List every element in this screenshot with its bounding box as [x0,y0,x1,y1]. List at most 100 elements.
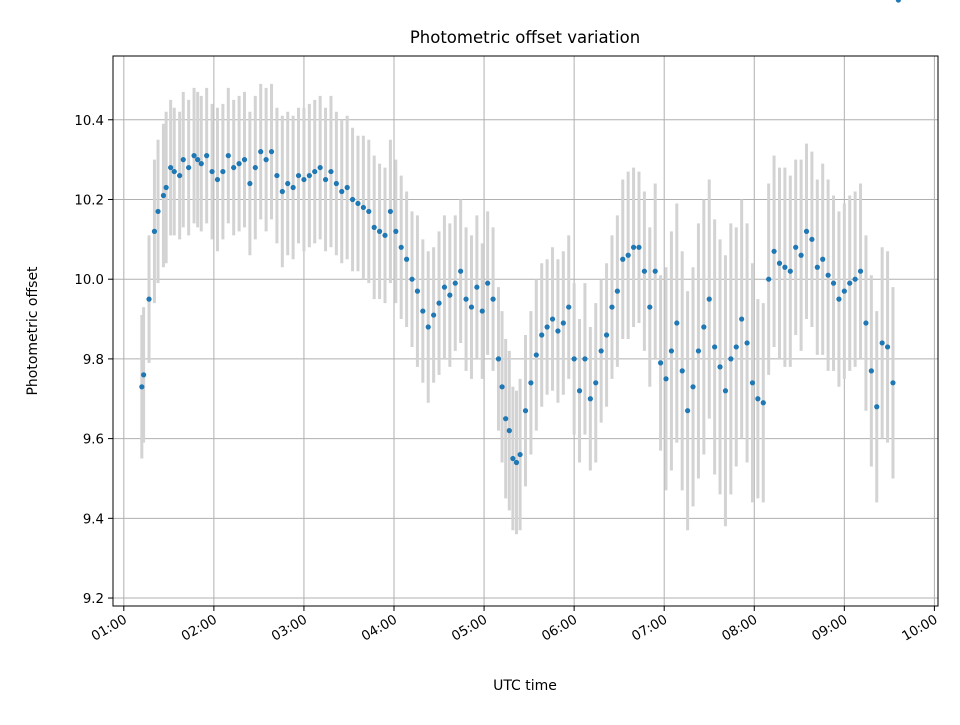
data-point [695,348,702,354]
data-point [614,288,620,294]
data-point [279,188,285,195]
y-axis-label: Photometric offset [25,266,41,396]
data-point [793,244,799,250]
data-point [241,157,248,163]
data-point [733,344,739,350]
data-point [513,459,520,466]
y-tick-label: 10.4 [74,114,104,129]
data-point [220,168,226,175]
data-point [214,176,221,183]
data-point [814,264,820,270]
data-point [495,356,502,362]
data-point [884,344,891,350]
data-point [186,164,192,171]
data-point [809,236,815,242]
data-point [177,172,183,179]
data-point [285,180,291,187]
data-point [868,368,874,374]
data-point [479,308,485,314]
data-point [258,149,264,155]
data-point [139,384,145,390]
data-point [360,204,366,211]
y-tick-label: 10.2 [74,193,104,208]
data-point [312,168,318,175]
data-point [798,252,804,258]
data-point [620,256,626,262]
data-point [647,304,653,310]
data-point [180,157,186,163]
data-point [879,340,885,346]
data-point [268,149,275,155]
data-point [474,284,480,290]
data-point [420,308,426,314]
data-point [490,296,496,302]
data-point [712,344,718,350]
data-point [499,384,505,390]
x-axis-label: UTC time [493,678,557,694]
data-point [274,172,280,179]
data-point [163,184,169,191]
data-point [333,180,339,187]
data-point [852,276,858,282]
data-point [191,153,197,159]
y-tick-label: 10.0 [74,273,104,288]
data-point [749,380,756,386]
data-point [890,380,896,386]
data-point [728,356,734,362]
data-point [652,268,658,274]
data-point [560,320,566,326]
data-point [874,404,880,410]
data-point [366,208,372,215]
data-point [544,324,550,330]
data-point [701,324,707,330]
data-point [820,256,826,262]
data-point [739,316,745,322]
data-point [209,168,215,175]
data-point [225,153,231,159]
data-point [306,172,312,179]
data-point [155,208,161,215]
data-point [609,304,615,310]
data-point [376,228,383,234]
data-point [555,328,561,334]
data-point [371,224,377,230]
data-point [431,312,437,318]
data-point [766,276,772,282]
data-point [485,280,491,286]
data-point [141,372,147,378]
data-point [755,396,761,402]
data-point [830,280,837,286]
data-point [744,340,750,346]
data-point [522,408,529,414]
data-point [355,200,361,207]
data-point [863,320,869,326]
data-point [425,324,431,330]
data-point [236,161,242,167]
data-point [151,228,158,234]
data-point [458,268,464,274]
data-point [247,180,253,187]
data-point [436,300,442,306]
chart-title: Photometric offset variation [410,28,640,47]
data-point [787,268,793,274]
data-point [171,168,177,175]
data-point [252,164,258,171]
y-axis: 9.2 9.4 9.6 9.8 10.0 10.2 10.4 [74,114,113,607]
data-point [668,348,675,354]
data-point [533,352,539,358]
data-point [582,356,588,362]
data-point [447,292,453,298]
data-point [895,0,901,3]
data-point [539,332,545,338]
data-point [198,161,204,167]
data-point [825,272,831,278]
data-point [679,368,685,374]
data-point [295,172,302,179]
data-point [160,192,167,199]
data-point [349,196,356,203]
data-point [263,157,269,163]
data-point [409,276,415,282]
plot-area [113,56,938,606]
data-point [630,244,637,250]
